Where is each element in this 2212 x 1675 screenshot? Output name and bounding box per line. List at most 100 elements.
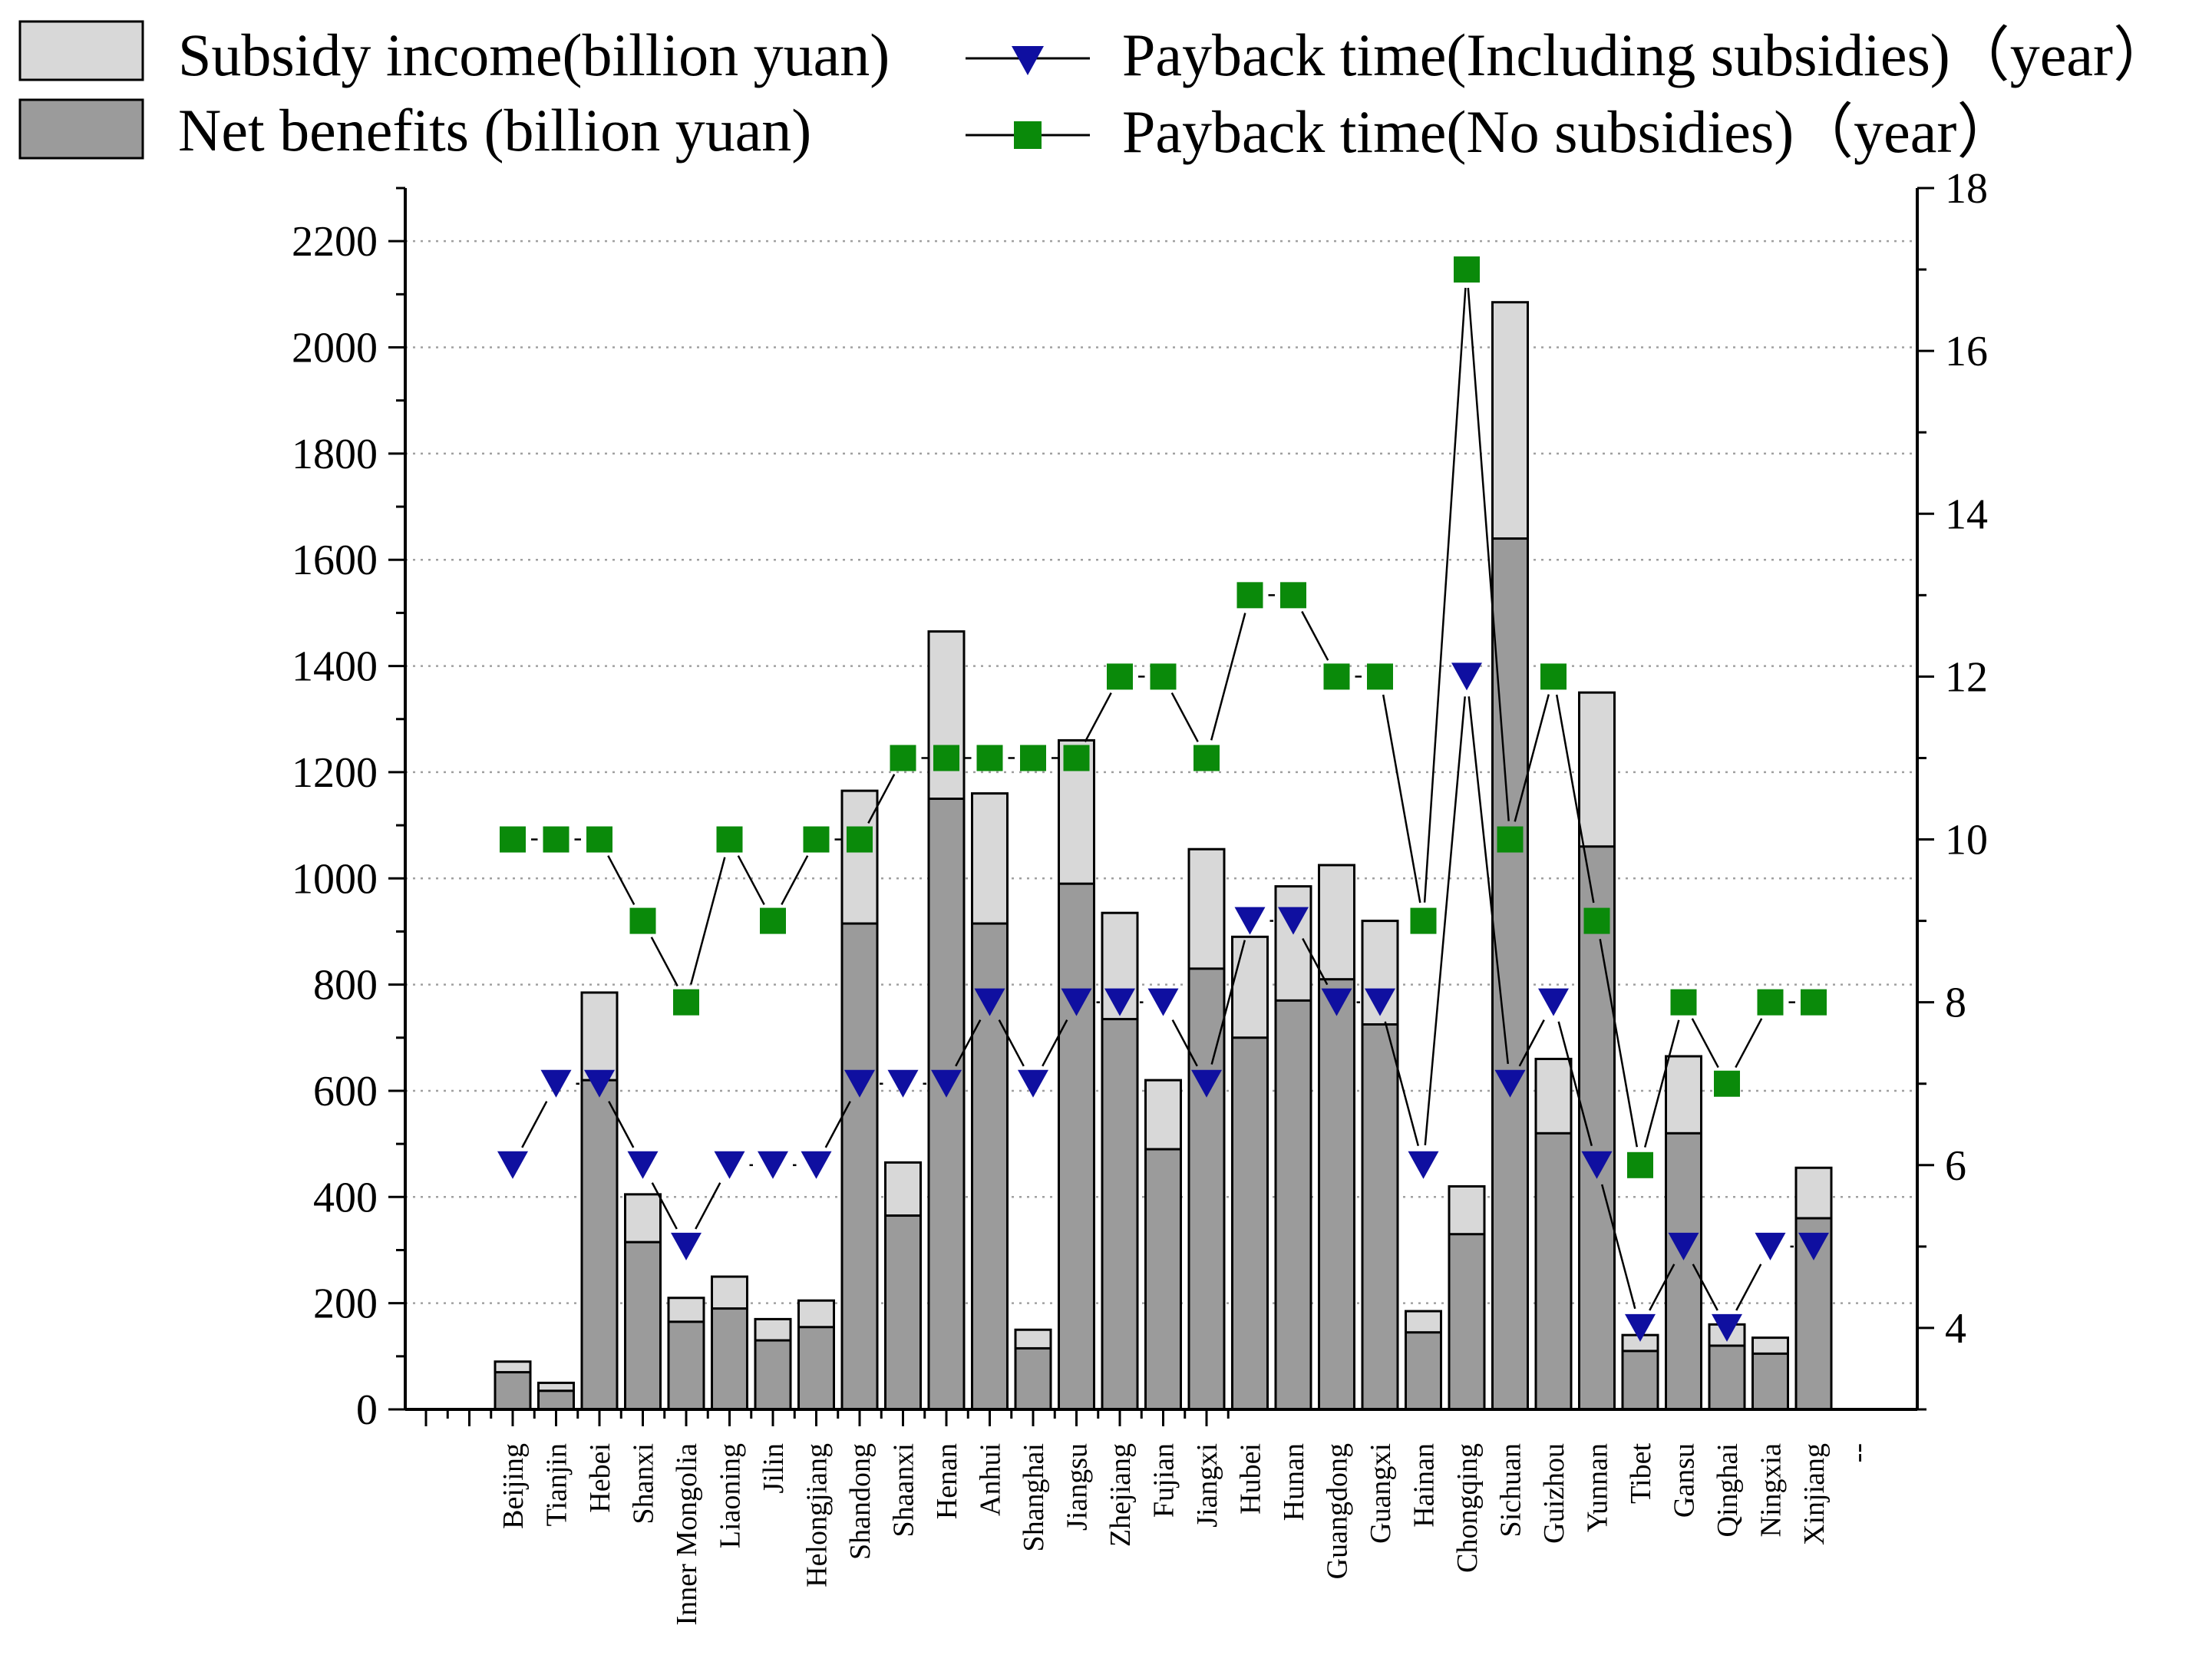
- line-segment-including: [1518, 1019, 1545, 1067]
- marker-including: [671, 1232, 702, 1260]
- marker-nosubsidy: [1323, 663, 1350, 690]
- marker-nosubsidy: [1150, 663, 1177, 690]
- bar-net: [1708, 1344, 1746, 1411]
- bar-net: [840, 922, 879, 1411]
- line-segment-nosubsidy: [1084, 692, 1112, 742]
- marker-including: [887, 1069, 919, 1098]
- left-tick-label: 1200: [292, 749, 378, 797]
- marker-nosubsidy: [847, 826, 873, 853]
- bar-net: [537, 1389, 575, 1411]
- line-segment-including: [695, 1182, 721, 1230]
- marker-including: [1798, 1232, 1829, 1260]
- category-label: Guangxi: [1365, 1443, 1397, 1544]
- line-segment-including: [1424, 696, 1466, 1146]
- left-tick-label: 2000: [292, 325, 378, 372]
- marker-including: [1451, 662, 1482, 691]
- line-segment-nosubsidy: [650, 937, 678, 987]
- bar-net: [927, 798, 966, 1411]
- legend-label-net: Net benefits (billion yuan): [178, 97, 811, 164]
- category-label: Beijing: [497, 1443, 530, 1529]
- left-tick-label: 600: [313, 1068, 378, 1115]
- marker-nosubsidy: [976, 745, 1003, 771]
- left-tick-label: 2200: [292, 218, 378, 266]
- line-segment-including: [1384, 1021, 1420, 1146]
- marker-nosubsidy: [1540, 663, 1567, 690]
- line-segment-including: [824, 1101, 851, 1148]
- category-label: Yunnan: [1582, 1443, 1614, 1532]
- payback-lines: [497, 256, 1829, 1342]
- bar-net: [1058, 882, 1095, 1411]
- marker-nosubsidy: [500, 826, 526, 853]
- marker-including: [714, 1151, 745, 1179]
- marker-nosubsidy: [629, 907, 656, 934]
- line-segment-nosubsidy: [689, 857, 726, 985]
- marker-including: [1104, 988, 1135, 1016]
- bar-net: [1274, 999, 1312, 1411]
- marker-nosubsidy: [1454, 256, 1480, 283]
- line-segment-including: [1692, 1264, 1718, 1311]
- line-segment-nosubsidy: [1643, 1019, 1680, 1148]
- left-tick-label: 1000: [292, 855, 378, 903]
- marker-including: [1278, 907, 1309, 935]
- bar-net: [797, 1326, 835, 1411]
- marker-nosubsidy: [1280, 582, 1306, 609]
- tick-labels: 0 200 400 600 800 1000 1200 1400 1600 1800 2000 220…: [292, 165, 1988, 1434]
- category-label: Hubei: [1235, 1443, 1267, 1515]
- line-segment-nosubsidy: [737, 855, 765, 906]
- category-label: Anhui: [975, 1443, 1007, 1516]
- marker-nosubsidy: [1020, 745, 1046, 771]
- marker-including: [1538, 988, 1569, 1016]
- marker-including: [1018, 1069, 1048, 1098]
- marker-including: [540, 1069, 572, 1098]
- left-tick-label: 1400: [292, 643, 378, 691]
- marker-nosubsidy: [1583, 907, 1610, 934]
- category-label: Sichuan: [1495, 1443, 1527, 1537]
- marker-including: [1234, 907, 1266, 935]
- bar-net: [1665, 1132, 1702, 1411]
- line-segment-including: [1042, 1019, 1068, 1067]
- category-label: Guangdong: [1322, 1443, 1354, 1579]
- category-label: Jiangxi: [1191, 1443, 1223, 1528]
- legend-swatch-subsidy: [18, 20, 144, 81]
- category-label: Fujian: [1148, 1443, 1180, 1518]
- marker-nosubsidy: [1757, 989, 1784, 1016]
- left-tick-label: 1600: [292, 537, 378, 584]
- line-segment-nosubsidy: [1467, 287, 1510, 821]
- marker-nosubsidy: [933, 745, 959, 771]
- legend-label-subsidy: Subsidy income(billion yuan): [178, 21, 890, 88]
- line-segment-including: [1171, 1019, 1198, 1067]
- bar-net: [1751, 1352, 1789, 1411]
- bar-net: [711, 1307, 748, 1411]
- marker-including: [1581, 1151, 1613, 1179]
- category-label: Liaoning: [715, 1443, 747, 1548]
- bar-net: [667, 1320, 705, 1411]
- line-segment-nosubsidy: [1301, 610, 1329, 661]
- line-segment-nosubsidy: [1599, 939, 1639, 1148]
- bar-net: [1014, 1346, 1052, 1411]
- marker-including: [1147, 988, 1179, 1016]
- category-label: Guizhou: [1538, 1443, 1570, 1544]
- left-tick-label: 400: [313, 1174, 378, 1221]
- category-label: Hainan: [1408, 1443, 1441, 1528]
- marker-nosubsidy: [1193, 745, 1220, 771]
- marker-including: [1365, 988, 1395, 1016]
- line-segment-including: [651, 1182, 678, 1230]
- line-segment-including: [1600, 1184, 1636, 1310]
- line-segment-nosubsidy: [1170, 692, 1199, 742]
- line-segment-including: [998, 1019, 1025, 1067]
- line-segment-including: [608, 1101, 635, 1148]
- marker-nosubsidy: [1497, 826, 1524, 853]
- line-segment-nosubsidy: [1514, 694, 1550, 822]
- marker-nosubsidy: [586, 826, 612, 853]
- line-segment-including: [1649, 1264, 1676, 1311]
- marker-including: [1668, 1232, 1699, 1260]
- marker-including: [627, 1151, 659, 1179]
- marker-nosubsidy: [716, 826, 743, 853]
- marker-nosubsidy: [890, 745, 916, 771]
- bar-net: [1231, 1036, 1269, 1411]
- trailing-tick-label: --: [1842, 1443, 1874, 1462]
- category-label: Shandong: [844, 1443, 877, 1560]
- bar-net: [1361, 1023, 1399, 1411]
- right-tick-label: 6: [1945, 1142, 1966, 1190]
